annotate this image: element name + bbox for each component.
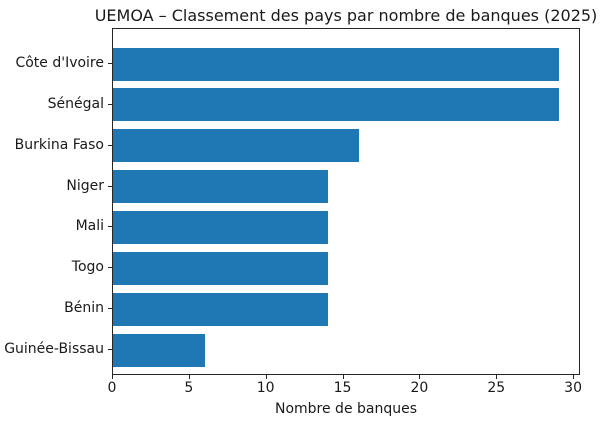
x-tick-label-3: 15 [333,380,352,396]
plot-area [112,28,580,375]
y-tick-mark-5 [108,267,112,269]
x-tick-label-1: 5 [184,380,194,396]
y-tick-label-5: Togo [71,259,104,276]
y-tick-mark-7 [108,349,112,350]
y-tick-mark-6 [108,308,112,310]
bar-1 [113,88,559,122]
x-tick-mark-5 [496,375,498,379]
x-tick-mark-3 [342,375,344,379]
y-tick-label-1: Sénégal [47,95,104,112]
x-axis-label: Nombre de banques [274,401,418,417]
x-tick-label-0: 0 [107,380,117,396]
bar-2 [113,129,359,163]
x-tick-label-4: 20 [410,380,429,396]
x-tick-mark-4 [419,375,421,379]
y-tick-label-0: Côte d'Ivoire [15,55,104,71]
y-tick-mark-0 [108,63,112,64]
x-tick-label-6: 30 [564,380,582,396]
chart-title: UEMOA – Classement des pays par nombre d… [94,6,598,25]
x-tick-mark-1 [188,375,190,379]
bar-4 [113,210,329,244]
bar-7 [113,333,206,367]
y-tick-label-7: Guinée-Bissau [4,341,104,357]
bar-3 [113,170,329,204]
bar-6 [113,292,329,326]
y-tick-mark-3 [108,185,112,187]
y-tick-mark-4 [108,226,112,228]
y-tick-mark-2 [108,144,112,146]
y-tick-label-3: Niger [66,177,104,194]
y-tick-label-4: Mali [75,218,104,235]
x-tick-label-2: 10 [256,380,275,396]
y-tick-label-2: Burkina Faso [14,136,104,153]
x-tick-label-5: 25 [487,380,506,396]
y-tick-mark-1 [108,103,112,105]
bar-0 [113,47,559,81]
bar-5 [113,251,329,285]
x-tick-mark-2 [265,375,267,379]
x-tick-mark-0 [112,375,113,379]
y-tick-label-6: Bénin [64,300,104,317]
x-tick-mark-6 [573,375,575,379]
